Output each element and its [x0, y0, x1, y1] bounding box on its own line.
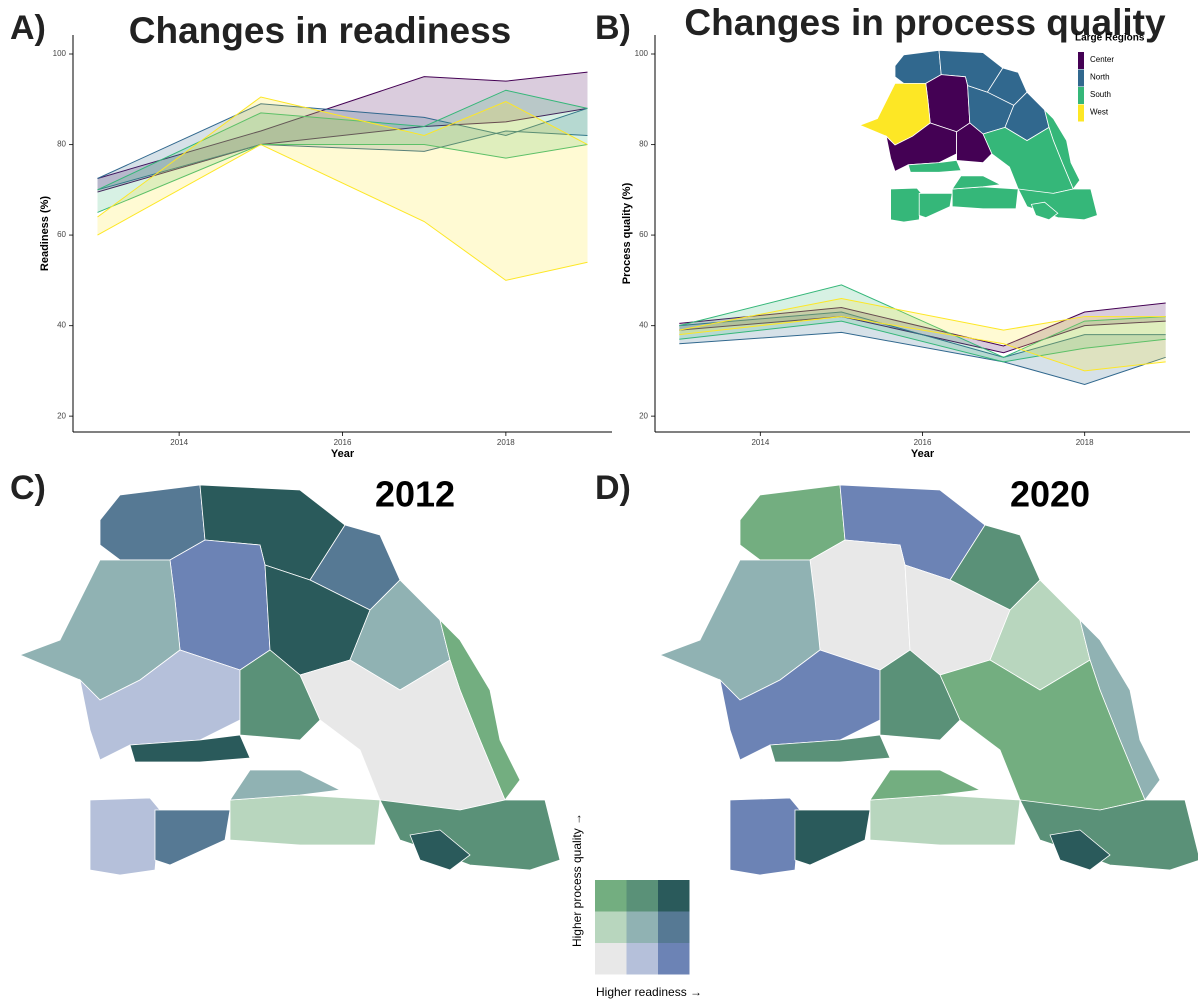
x-axis-label: Year — [911, 448, 935, 460]
map-region — [230, 795, 380, 845]
map-region — [730, 798, 800, 875]
legend-title: Large Regions — [1075, 33, 1145, 44]
map-region — [810, 540, 910, 670]
map-region — [1020, 800, 1198, 870]
panel-label: B) — [595, 9, 631, 47]
map — [860, 50, 1098, 222]
chart-title: Changes in readiness — [129, 10, 511, 51]
panel-label: D) — [595, 469, 631, 507]
legend-y-label: Higher process quality → — [570, 813, 584, 947]
map-region — [230, 770, 340, 800]
legend-cell — [658, 880, 690, 912]
x-tick-label: 2014 — [170, 438, 188, 447]
panel-label: C) — [10, 469, 46, 507]
map-region — [952, 187, 1018, 209]
legend-swatch — [1078, 105, 1084, 122]
x-tick-label: 2018 — [1076, 438, 1094, 447]
y-tick-label: 40 — [57, 321, 66, 330]
legend-cell — [658, 912, 690, 944]
legend-cell — [595, 943, 627, 975]
legend-swatch — [1078, 87, 1084, 104]
legend-cell — [658, 943, 690, 975]
x-tick-label: 2014 — [751, 438, 769, 447]
legend-cell — [595, 912, 627, 944]
y-tick-label: 100 — [53, 49, 67, 58]
legend-label: Center — [1090, 55, 1114, 64]
legend-cell — [595, 880, 627, 912]
legend-swatch — [1078, 52, 1084, 69]
y-tick-label: 80 — [639, 140, 648, 149]
map-region — [170, 540, 270, 670]
legend-cell — [627, 912, 659, 944]
x-tick-label: 2016 — [334, 438, 352, 447]
y-axis-label: Process quality (%) — [621, 182, 633, 284]
legend-label: West — [1090, 108, 1109, 117]
map-region — [952, 176, 1000, 189]
ribbon — [98, 97, 588, 280]
y-axis-label: Readiness (%) — [39, 196, 51, 272]
map-region — [870, 795, 1020, 845]
x-axis-label: Year — [331, 448, 355, 460]
y-tick-label: 100 — [635, 49, 649, 58]
legend-label: North — [1090, 73, 1110, 82]
map-region — [795, 810, 870, 865]
map-year: 2020 — [1010, 474, 1090, 515]
legend-label: South — [1090, 90, 1111, 99]
map-region — [919, 193, 952, 217]
figure: 20 40 60 80 100 2014 2016 2018 Year Readiness (%)… — [0, 0, 1198, 1001]
y-tick-label: 40 — [639, 321, 648, 330]
y-tick-label: 60 — [57, 230, 66, 239]
y-tick-label: 60 — [639, 230, 648, 239]
x-tick-label: 2018 — [497, 438, 515, 447]
map-region — [380, 800, 560, 870]
map-year: 2012 — [375, 474, 455, 515]
map — [20, 485, 560, 875]
y-tick-label: 80 — [57, 140, 66, 149]
panel-label: A) — [10, 9, 46, 47]
map-region — [891, 188, 922, 222]
map — [660, 485, 1198, 875]
x-tick-label: 2016 — [914, 438, 932, 447]
legend-x-label: Higher readiness → — [596, 985, 702, 999]
map-region — [90, 798, 160, 875]
map-region — [1018, 189, 1097, 220]
map-region — [155, 810, 230, 865]
map-region — [926, 75, 970, 132]
map-region — [870, 770, 980, 800]
legend-swatch — [1078, 70, 1084, 87]
y-tick-label: 20 — [57, 411, 66, 420]
legend-cell — [627, 880, 659, 912]
legend-cell — [627, 943, 659, 975]
y-tick-label: 20 — [639, 411, 648, 420]
